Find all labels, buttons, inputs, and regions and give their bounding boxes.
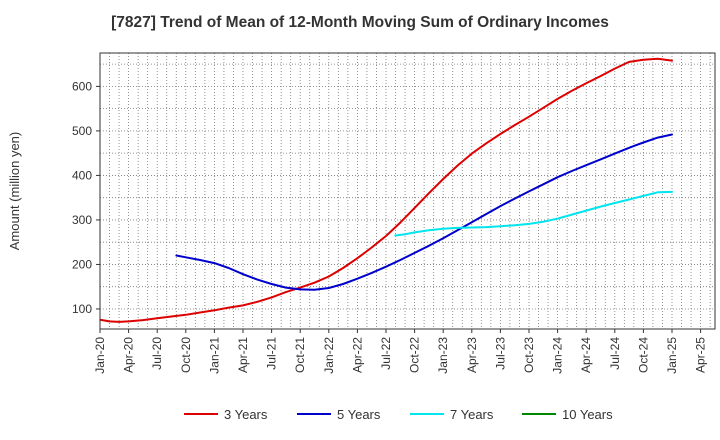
grid <box>100 53 715 329</box>
x-tick-label: Jan-23 <box>436 337 450 374</box>
x-tick-label: Jul-21 <box>265 337 279 370</box>
series-line-3-years <box>100 57 673 323</box>
x-tick-label: Oct-22 <box>408 337 422 373</box>
x-tick-label: Apr-24 <box>579 337 593 373</box>
x-tick-label: Oct-24 <box>636 337 650 373</box>
x-tick-label: Oct-21 <box>293 337 307 373</box>
x-tick-label: Jul-20 <box>150 337 164 370</box>
x-tick-label: Jan-21 <box>207 337 221 374</box>
y-axis: 100 200 300 400 500 600 <box>72 79 100 316</box>
chart-title: [7827] Trend of Mean of 12-Month Moving … <box>111 14 609 31</box>
series-lines <box>100 57 673 323</box>
x-tick-label: Apr-25 <box>694 337 708 373</box>
legend-label: 7 Years <box>450 407 494 422</box>
x-tick-label: Jan-22 <box>322 337 336 374</box>
legend-label: 5 Years <box>337 407 381 422</box>
x-tick-label: Jan-25 <box>665 337 679 374</box>
x-tick-label: Jul-22 <box>379 337 393 370</box>
x-tick-label: Oct-20 <box>179 337 193 373</box>
y-tick-label: 500 <box>72 124 92 138</box>
legend-label: 3 Years <box>224 407 268 422</box>
y-axis-title: Amount (million yen) <box>7 132 22 251</box>
y-tick-label: 600 <box>72 79 92 93</box>
x-tick-label: Jan-20 <box>93 337 107 374</box>
plot-area-frame <box>99 52 716 330</box>
x-axis: Jan-20 Apr-20 Jul-20 Oct-20 Jan-21 Apr-21 Jul-… <box>93 329 708 374</box>
x-tick-label: Apr-20 <box>122 337 136 373</box>
series-line-5-years <box>175 133 673 291</box>
y-tick-label: 400 <box>72 168 92 182</box>
x-tick-label: Jan-24 <box>551 337 565 374</box>
y-tick-label: 100 <box>72 302 92 316</box>
x-tick-label: Apr-23 <box>465 337 479 373</box>
x-tick-label: Jul-24 <box>608 337 622 370</box>
x-tick-label: Jul-23 <box>493 337 507 370</box>
x-tick-label: Apr-22 <box>350 337 364 373</box>
series-line-7-years <box>394 190 673 237</box>
y-tick-label: 200 <box>72 257 92 271</box>
legend: 3 Years 5 Years 7 Years 10 Years <box>184 407 613 422</box>
legend-label: 10 Years <box>562 407 613 422</box>
x-tick-label: Apr-21 <box>236 337 250 373</box>
x-tick-label: Oct-23 <box>522 337 536 373</box>
y-tick-label: 300 <box>72 213 92 227</box>
